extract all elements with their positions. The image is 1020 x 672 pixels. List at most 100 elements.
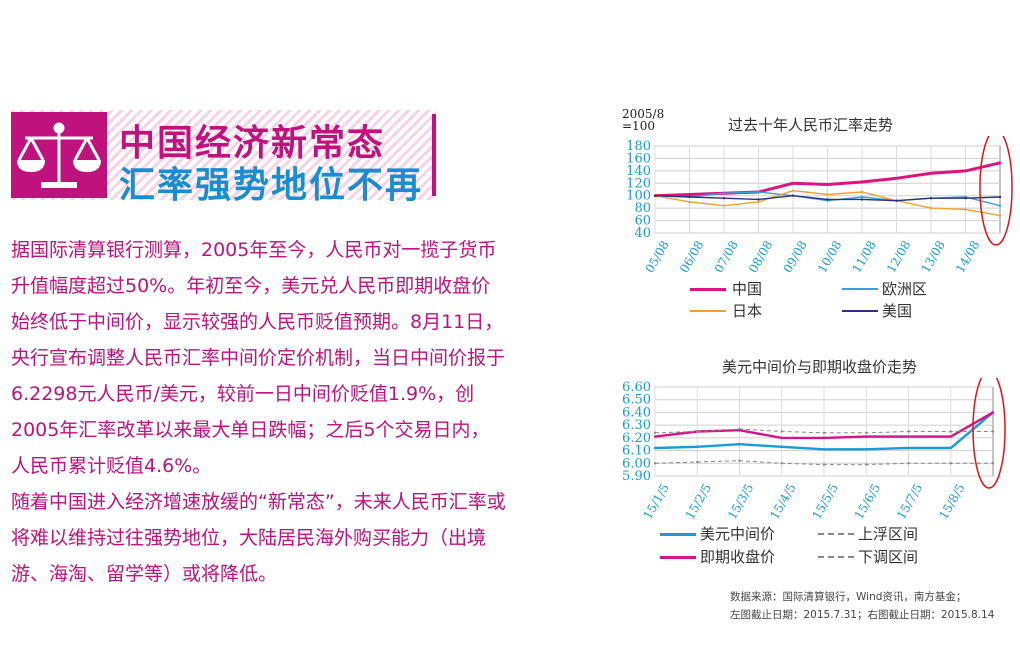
legend-label-spot-close: 即期收盘价 bbox=[700, 548, 776, 566]
y-tick-label: 40 bbox=[634, 226, 651, 241]
headline-primary: 中国经济新常态 bbox=[119, 123, 386, 164]
data-point bbox=[688, 193, 691, 196]
data-point bbox=[780, 445, 783, 448]
y-tick-label: 6.30 bbox=[622, 418, 651, 433]
data-point bbox=[991, 462, 995, 465]
scales-icon bbox=[11, 112, 107, 198]
y-tick-label: 140 bbox=[626, 164, 651, 179]
legend-swatch-eurozone bbox=[842, 288, 878, 290]
legend-label-lower-band: 下调区间 bbox=[858, 548, 919, 566]
data-point bbox=[738, 443, 741, 446]
y-tick-label: 100 bbox=[626, 189, 651, 204]
chart1-title: 过去十年人民币汇率走势 bbox=[728, 116, 894, 134]
x-tick-label: 09/08 bbox=[780, 238, 809, 275]
chart1-units-label: 2005/8 =100 bbox=[622, 108, 664, 132]
data-point bbox=[791, 182, 795, 185]
chart2-title: 美元中间价与即期收盘价走势 bbox=[722, 358, 918, 376]
y-tick-label: 60 bbox=[634, 214, 651, 229]
data-point bbox=[653, 431, 657, 434]
data-point bbox=[895, 177, 898, 180]
legend-swatch-japan bbox=[690, 310, 726, 312]
data-point bbox=[826, 183, 829, 186]
data-point bbox=[929, 206, 933, 210]
highlight-ellipse bbox=[979, 136, 1013, 246]
data-point bbox=[757, 190, 760, 194]
data-point bbox=[949, 462, 952, 465]
chart1-units-line2: =100 bbox=[622, 119, 655, 133]
chart1-units-line1: 2005/8 bbox=[622, 107, 665, 121]
data-point bbox=[653, 435, 657, 438]
data-point bbox=[826, 193, 829, 196]
x-tick-label: 15/7/5 bbox=[894, 481, 925, 520]
data-point bbox=[860, 198, 864, 201]
data-point bbox=[964, 197, 967, 200]
data-point bbox=[653, 194, 657, 197]
y-tick-label: 6.00 bbox=[622, 456, 651, 471]
article-body: 据国际清算银行测算，2005年至今，人民币对一揽子货币升值幅度超过50%。年初至… bbox=[11, 232, 506, 592]
y-tick-label: 6.50 bbox=[622, 393, 651, 408]
data-point bbox=[722, 197, 726, 200]
x-tick-label: 15/2/5 bbox=[683, 481, 714, 520]
data-point bbox=[653, 446, 657, 450]
legend-label-japan: 日本 bbox=[732, 302, 763, 320]
article-paragraph: 据国际清算银行测算，2005年至今，人民币对一揽子货币升值幅度超过50%。年初至… bbox=[11, 239, 506, 477]
x-tick-label: 15/3/5 bbox=[725, 481, 756, 520]
data-point bbox=[738, 427, 741, 431]
y-tick-label: 180 bbox=[626, 139, 651, 154]
data-point bbox=[822, 436, 826, 440]
data-point bbox=[722, 204, 726, 207]
data-point bbox=[949, 430, 952, 433]
headline-secondary: 汇率强势地位不再 bbox=[119, 165, 424, 206]
data-point bbox=[822, 431, 826, 434]
x-tick-label: 06/08 bbox=[677, 238, 706, 275]
data-point bbox=[998, 161, 1002, 164]
data-point bbox=[964, 169, 967, 173]
data-point bbox=[780, 430, 783, 433]
source-line1: 数据来源：国际清算银行，Wind资讯，南方基金； bbox=[730, 591, 967, 603]
data-point bbox=[688, 195, 691, 199]
data-point bbox=[738, 459, 741, 462]
data-point bbox=[865, 435, 868, 438]
data-source-note: 数据来源：国际清算银行，Wind资讯，南方基金； 左图截止日期：2015.7.3… bbox=[730, 588, 994, 624]
legend-swatch-china bbox=[690, 288, 726, 291]
data-point bbox=[998, 195, 1002, 199]
x-tick-label: 15/6/5 bbox=[852, 481, 883, 520]
y-tick-label: 6.40 bbox=[622, 405, 651, 420]
x-tick-label: 15/4/5 bbox=[767, 481, 798, 520]
x-tick-label: 08/08 bbox=[746, 238, 775, 275]
data-point bbox=[895, 199, 898, 202]
x-tick-label: 05/08 bbox=[642, 238, 671, 275]
data-point bbox=[791, 189, 795, 192]
y-tick-label: 160 bbox=[626, 151, 651, 166]
data-point bbox=[860, 190, 864, 194]
data-point bbox=[822, 463, 826, 466]
legend-label-usa: 美国 bbox=[882, 302, 913, 320]
data-point bbox=[998, 204, 1002, 207]
y-tick-label: 6.20 bbox=[622, 431, 651, 446]
chart2-plot: 5.906.006.106.206.306.406.506.60 15/1/5 15… bbox=[622, 378, 1006, 520]
data-point bbox=[991, 411, 995, 414]
data-point bbox=[998, 214, 1002, 217]
article-paragraph: 随着中国进入经济增速放缓的“新常态”，未来人民币汇率或将难以维持过往强势地位，大… bbox=[11, 491, 506, 585]
y-tick-label: 5.90 bbox=[622, 469, 651, 484]
data-point bbox=[757, 198, 760, 201]
data-point bbox=[865, 448, 868, 451]
data-point bbox=[696, 430, 699, 433]
data-point bbox=[826, 198, 829, 201]
data-point bbox=[949, 435, 952, 438]
legend-label-eurozone: 欧洲区 bbox=[882, 280, 928, 298]
data-point bbox=[822, 448, 826, 451]
data-point bbox=[757, 200, 760, 204]
legend-swatch-midprice bbox=[660, 533, 696, 536]
x-tick-label: 15/5/5 bbox=[809, 481, 840, 520]
legend-label-midprice: 美元中间价 bbox=[700, 525, 776, 543]
data-point bbox=[696, 445, 699, 448]
legend-swatch-spot-close bbox=[660, 556, 696, 559]
y-tick-label: 6.10 bbox=[622, 444, 651, 459]
y-tick-label: 80 bbox=[634, 201, 651, 216]
data-point bbox=[907, 462, 910, 465]
banner-accent-bar bbox=[432, 114, 436, 196]
data-point bbox=[722, 192, 726, 195]
legend-swatch-usa bbox=[842, 310, 878, 312]
